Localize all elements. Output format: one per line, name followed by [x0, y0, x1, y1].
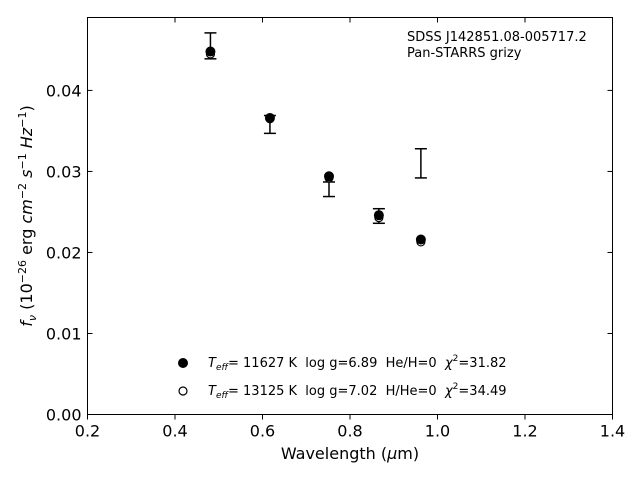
- legend-marker-open: [178, 386, 188, 396]
- y-axis-ticks: 0.00 0.01 0.02 0.03 0.04: [46, 81, 613, 425]
- x-axis-ticks: 0.2 0.4 0.6 0.8 1.0 1.2 1.4: [75, 17, 625, 441]
- legend-label-1: Teff= 11627 K log g=6.89 He/H=0 χ2=31.82: [208, 354, 507, 373]
- x-tick-label: 0.8: [337, 422, 362, 441]
- x-tick-label: 0.2: [75, 422, 100, 441]
- x-tick-label: 1.0: [425, 422, 450, 441]
- data-points: [205, 46, 426, 247]
- y-axis-label: fν (10−26 erg cm−2 s−1 Hz−1): [16, 105, 39, 326]
- y-tick-label: 0.04: [46, 81, 82, 100]
- plot-frame: [87, 17, 613, 415]
- x-tick-label: 1.4: [600, 422, 625, 441]
- legend-label-2: Teff= 13125 K log g=7.02 H/He=0 χ2=34.49: [208, 382, 507, 401]
- x-tick-label: 0.6: [250, 422, 275, 441]
- annotation-object: SDSS J142851.08-005717.2: [407, 30, 587, 45]
- point-filled: [264, 112, 275, 123]
- y-tick-label: 0.00: [46, 406, 82, 425]
- legend-marker-filled: [178, 358, 188, 368]
- point-filled: [205, 46, 216, 57]
- x-tick-label: 0.4: [162, 422, 187, 441]
- annotation-survey: Pan-STARRS grizy: [407, 46, 522, 61]
- error-bar: [414, 148, 427, 179]
- point-filled: [324, 171, 334, 182]
- error-bar: [323, 181, 335, 198]
- y-tick-label: 0.01: [46, 324, 82, 343]
- y-tick-label: 0.02: [46, 243, 82, 262]
- x-axis-label: Wavelength (μm): [281, 444, 419, 463]
- point-filled: [373, 210, 384, 221]
- error-bars: [204, 32, 427, 225]
- point-filled: [415, 234, 426, 245]
- legend: Teff= 11627 K log g=6.89 He/H=0 χ2=31.82…: [178, 354, 507, 401]
- x-tick-label: 1.2: [512, 422, 537, 441]
- y-tick-label: 0.03: [46, 162, 82, 181]
